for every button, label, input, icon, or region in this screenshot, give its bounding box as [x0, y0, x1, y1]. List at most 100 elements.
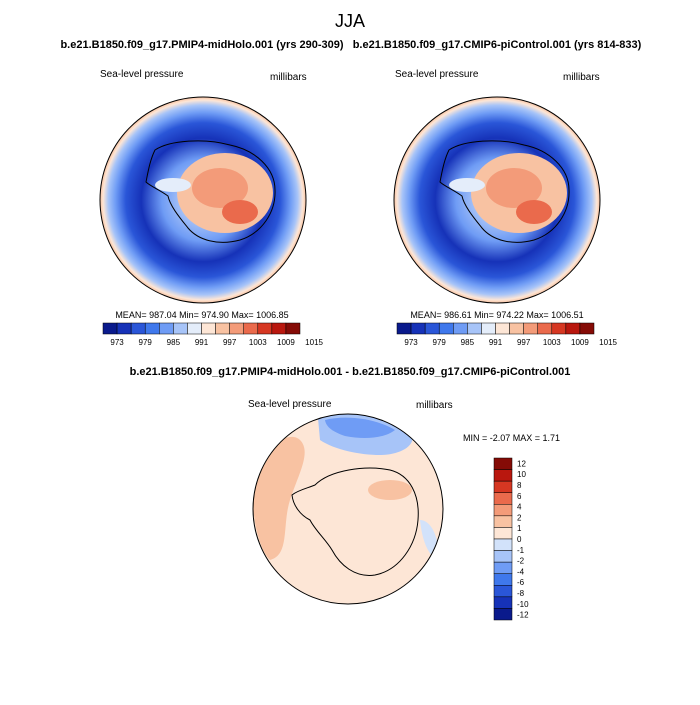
colorbar-swatch [159, 322, 174, 335]
page-title: JJA [335, 11, 365, 31]
slp-high-core [486, 168, 542, 208]
colorbar-swatch [130, 322, 146, 335]
colorbar-swatch [215, 322, 230, 335]
colorbar-swatch [493, 561, 513, 574]
colorbar-tick-label: 2 [517, 513, 522, 522]
units-label: millibars [416, 400, 453, 411]
colorbar-swatch [493, 480, 513, 493]
colorbar-picontrol: 973 979 985 991 997 1003 1009 1015 [396, 322, 618, 347]
colorbar-tick-label: 1 [517, 524, 522, 533]
colorbar-midholo: 973 979 985 991 997 1003 1009 1015 [102, 322, 324, 347]
diff-negative-core [325, 417, 395, 438]
colorbar-swatch [493, 538, 513, 551]
colorbar-swatch [243, 322, 259, 335]
colorbar-tick-label: 991 [195, 338, 209, 347]
colorbar-swatch [396, 322, 412, 335]
colorbar-swatch [495, 322, 510, 335]
colorbar-tick-label: -6 [517, 578, 525, 587]
variable-label: Sea-level pressure [395, 69, 479, 80]
colorbar-tick-label: -2 [517, 557, 525, 566]
stats-line: MEAN= 986.61 Min= 974.22 Max= 1006.51 [410, 310, 583, 320]
variable-label: Sea-level pressure [248, 399, 332, 410]
slp-map [100, 97, 306, 303]
colorbar-swatch [116, 322, 132, 335]
colorbar-swatch [493, 550, 513, 563]
colorbar-tick-label: 979 [433, 338, 447, 347]
colorbar-tick-label: -12 [517, 611, 529, 620]
colorbar-swatch [537, 322, 553, 335]
colorbar-swatch [438, 322, 454, 335]
units-label: millibars [563, 72, 600, 83]
colorbar-swatch [424, 322, 440, 335]
colorbar-swatch [493, 608, 513, 621]
colorbar-swatch [493, 585, 513, 598]
colorbar-tick-label: 1015 [305, 338, 323, 347]
colorbar-tick-label: 997 [223, 338, 237, 347]
stats-line: MIN = -2.07 MAX = 1.71 [463, 433, 560, 443]
colorbar-swatch [173, 322, 188, 335]
panel-midholo: b.e21.B1850.f09_g17.PMIP4-midHolo.001 (y… [60, 39, 343, 347]
colorbar-tick-label: 0 [517, 535, 522, 544]
slp-high-east [222, 200, 258, 224]
colorbar-tick-label: 12 [517, 459, 526, 468]
colorbar-swatch [285, 322, 301, 335]
colorbar-swatch [523, 322, 538, 335]
panel-header: b.e21.B1850.f09_g17.CMIP6-piControl.001 … [353, 39, 642, 51]
colorbar-tick-label: 1003 [249, 338, 267, 347]
panel-difference: b.e21.B1850.f09_g17.PMIP4-midHolo.001 - … [130, 366, 571, 621]
colorbar-swatch [493, 596, 513, 609]
diff-positive-west [253, 436, 305, 560]
colorbar-swatch [509, 322, 524, 335]
map-border [99, 96, 307, 304]
colorbar-swatch [493, 504, 513, 517]
colorbar-tick-label: 1009 [277, 338, 295, 347]
colorbar-tick-label: 4 [517, 503, 522, 512]
colorbar-swatch [257, 322, 273, 335]
map-border [252, 413, 444, 605]
slp-peninsula-ridge [449, 178, 485, 192]
colorbar-swatch [493, 469, 513, 482]
colorbar-tick-label: -8 [517, 589, 525, 598]
colorbar-tick-label: 985 [461, 338, 475, 347]
diff-positive-east [368, 480, 412, 500]
colorbar-swatch [453, 322, 468, 335]
colorbar-tick-label: 973 [404, 338, 418, 347]
colorbar-tick-label: 1009 [571, 338, 589, 347]
colorbar-tick-label: 10 [517, 470, 526, 479]
colorbar-tick-label: 1015 [599, 338, 617, 347]
slp-high-core [192, 168, 248, 208]
colorbar-tick-label: -4 [517, 567, 525, 576]
colorbar-tick-label: 979 [139, 338, 153, 347]
slp-peninsula-ridge [155, 178, 191, 192]
colorbar-swatch [144, 322, 160, 335]
colorbar-tick-label: 997 [517, 338, 531, 347]
colorbar-tick-label: 8 [517, 481, 522, 490]
panel-header: b.e21.B1850.f09_g17.PMIP4-midHolo.001 - … [130, 366, 571, 378]
colorbar-swatch [410, 322, 426, 335]
colorbar-tick-label: 973 [110, 338, 124, 347]
diff-map [253, 414, 443, 604]
colorbar-swatch [271, 322, 287, 335]
colorbar-swatch [493, 573, 513, 586]
colorbar-tick-label: -1 [517, 546, 525, 555]
antarctica-outline [145, 140, 276, 243]
antarctica-outline [439, 140, 570, 243]
units-label: millibars [270, 72, 307, 83]
slp-map [394, 97, 600, 303]
colorbar-swatch [201, 322, 216, 335]
colorbar-tick-label: 6 [517, 492, 522, 501]
colorbar-swatch [187, 322, 202, 335]
colorbar-swatch [467, 322, 482, 335]
colorbar-tick-label: 991 [489, 338, 503, 347]
panel-picontrol: b.e21.B1850.f09_g17.CMIP6-piControl.001 … [353, 39, 642, 347]
colorbar-tick-label: 985 [167, 338, 181, 347]
variable-label: Sea-level pressure [100, 69, 184, 80]
colorbar-swatch [551, 322, 567, 335]
colorbar-swatch [229, 322, 244, 335]
colorbar-tick-label: 1003 [543, 338, 561, 347]
slp-high-east [516, 200, 552, 224]
colorbar-tick-label: -10 [517, 600, 529, 609]
stats-line: MEAN= 987.04 Min= 974.90 Max= 1006.85 [115, 310, 288, 320]
